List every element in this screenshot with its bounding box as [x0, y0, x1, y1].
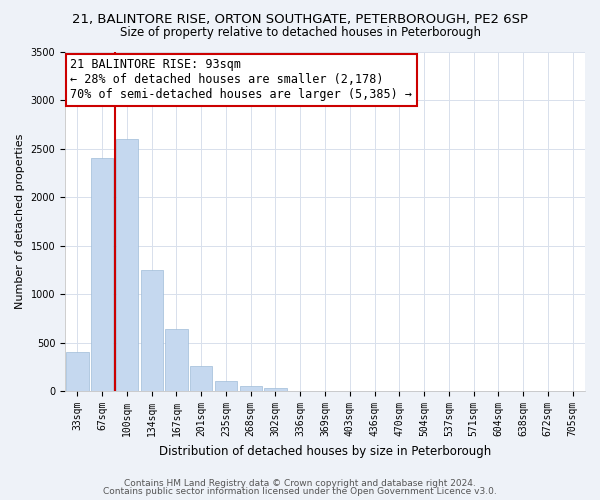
X-axis label: Distribution of detached houses by size in Peterborough: Distribution of detached houses by size … — [159, 444, 491, 458]
Text: Size of property relative to detached houses in Peterborough: Size of property relative to detached ho… — [119, 26, 481, 39]
Bar — [91, 158, 113, 391]
Bar — [265, 388, 287, 391]
Y-axis label: Number of detached properties: Number of detached properties — [15, 134, 25, 309]
Text: 21 BALINTORE RISE: 93sqm
← 28% of detached houses are smaller (2,178)
70% of sem: 21 BALINTORE RISE: 93sqm ← 28% of detach… — [70, 58, 412, 102]
Bar — [190, 366, 212, 391]
Bar — [116, 139, 138, 391]
Text: Contains public sector information licensed under the Open Government Licence v3: Contains public sector information licen… — [103, 487, 497, 496]
Bar — [66, 352, 89, 391]
Bar — [215, 382, 237, 391]
Bar — [239, 386, 262, 391]
Bar — [140, 270, 163, 391]
Text: 21, BALINTORE RISE, ORTON SOUTHGATE, PETERBOROUGH, PE2 6SP: 21, BALINTORE RISE, ORTON SOUTHGATE, PET… — [72, 12, 528, 26]
Bar — [166, 329, 188, 391]
Text: Contains HM Land Registry data © Crown copyright and database right 2024.: Contains HM Land Registry data © Crown c… — [124, 478, 476, 488]
